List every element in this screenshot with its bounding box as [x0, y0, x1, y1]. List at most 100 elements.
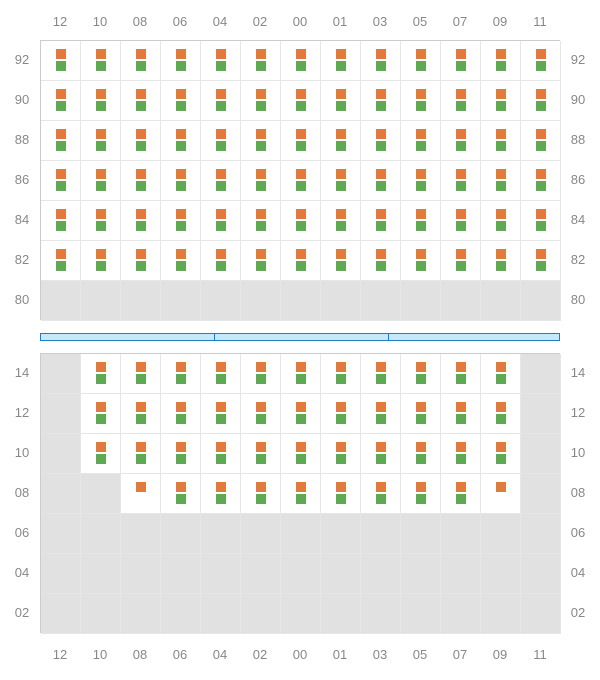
grid-cell[interactable] [281, 281, 321, 321]
grid-cell[interactable] [441, 594, 481, 634]
grid-cell[interactable] [321, 594, 361, 634]
grid-cell[interactable] [441, 41, 481, 81]
grid-cell[interactable] [521, 354, 561, 394]
grid-cell[interactable] [161, 434, 201, 474]
grid-cell[interactable] [481, 81, 521, 121]
grid-cell[interactable] [81, 594, 121, 634]
grid-cell[interactable] [81, 241, 121, 281]
grid-cell[interactable] [521, 514, 561, 554]
grid-cell[interactable] [41, 594, 81, 634]
grid-cell[interactable] [121, 41, 161, 81]
grid-cell[interactable] [521, 41, 561, 81]
grid-cell[interactable] [241, 594, 281, 634]
grid-cell[interactable] [201, 161, 241, 201]
grid-cell[interactable] [401, 281, 441, 321]
grid-cell[interactable] [41, 201, 81, 241]
grid-cell[interactable] [441, 434, 481, 474]
grid-cell[interactable] [161, 354, 201, 394]
grid-cell[interactable] [81, 121, 121, 161]
grid-cell[interactable] [321, 281, 361, 321]
grid-cell[interactable] [481, 241, 521, 281]
grid-cell[interactable] [81, 434, 121, 474]
grid-cell[interactable] [441, 121, 481, 161]
grid-cell[interactable] [481, 354, 521, 394]
grid-cell[interactable] [201, 201, 241, 241]
grid-cell[interactable] [241, 354, 281, 394]
grid-cell[interactable] [441, 354, 481, 394]
grid-cell[interactable] [321, 354, 361, 394]
grid-cell[interactable] [281, 514, 321, 554]
grid-cell[interactable] [81, 394, 121, 434]
grid-cell[interactable] [161, 81, 201, 121]
grid-cell[interactable] [361, 241, 401, 281]
grid-cell[interactable] [41, 394, 81, 434]
grid-cell[interactable] [521, 474, 561, 514]
grid-cell[interactable] [321, 434, 361, 474]
grid-cell[interactable] [121, 434, 161, 474]
grid-cell[interactable] [201, 434, 241, 474]
grid-cell[interactable] [321, 394, 361, 434]
grid-cell[interactable] [361, 394, 401, 434]
grid-cell[interactable] [361, 434, 401, 474]
grid-cell[interactable] [361, 281, 401, 321]
grid-cell[interactable] [481, 474, 521, 514]
grid-cell[interactable] [321, 81, 361, 121]
grid-cell[interactable] [201, 474, 241, 514]
grid-cell[interactable] [481, 121, 521, 161]
grid-cell[interactable] [121, 161, 161, 201]
grid-cell[interactable] [281, 161, 321, 201]
grid-cell[interactable] [321, 554, 361, 594]
grid-cell[interactable] [201, 554, 241, 594]
grid-cell[interactable] [361, 81, 401, 121]
grid-cell[interactable] [521, 121, 561, 161]
grid-cell[interactable] [121, 281, 161, 321]
grid-cell[interactable] [401, 594, 441, 634]
grid-cell[interactable] [481, 394, 521, 434]
grid-cell[interactable] [201, 354, 241, 394]
grid-cell[interactable] [441, 161, 481, 201]
grid-cell[interactable] [41, 281, 81, 321]
grid-cell[interactable] [441, 554, 481, 594]
grid-cell[interactable] [361, 594, 401, 634]
grid-cell[interactable] [241, 241, 281, 281]
grid-cell[interactable] [41, 354, 81, 394]
grid-cell[interactable] [521, 434, 561, 474]
grid-cell[interactable] [161, 41, 201, 81]
grid-cell[interactable] [281, 354, 321, 394]
grid-cell[interactable] [401, 41, 441, 81]
grid-cell[interactable] [401, 394, 441, 434]
grid-cell[interactable] [401, 201, 441, 241]
grid-cell[interactable] [401, 161, 441, 201]
grid-cell[interactable] [521, 281, 561, 321]
grid-cell[interactable] [241, 434, 281, 474]
grid-cell[interactable] [361, 41, 401, 81]
grid-cell[interactable] [281, 81, 321, 121]
grid-cell[interactable] [361, 201, 401, 241]
grid-cell[interactable] [281, 394, 321, 434]
grid-cell[interactable] [281, 121, 321, 161]
grid-cell[interactable] [521, 201, 561, 241]
grid-cell[interactable] [441, 514, 481, 554]
grid-cell[interactable] [41, 554, 81, 594]
grid-cell[interactable] [401, 241, 441, 281]
grid-cell[interactable] [441, 394, 481, 434]
grid-cell[interactable] [401, 121, 441, 161]
grid-cell[interactable] [81, 41, 121, 81]
grid-cell[interactable] [41, 41, 81, 81]
grid-cell[interactable] [481, 434, 521, 474]
grid-cell[interactable] [521, 394, 561, 434]
grid-cell[interactable] [321, 121, 361, 161]
grid-cell[interactable] [321, 201, 361, 241]
grid-cell[interactable] [441, 201, 481, 241]
grid-cell[interactable] [241, 281, 281, 321]
grid-cell[interactable] [321, 514, 361, 554]
grid-cell[interactable] [241, 201, 281, 241]
grid-cell[interactable] [481, 594, 521, 634]
grid-cell[interactable] [121, 394, 161, 434]
grid-cell[interactable] [201, 241, 241, 281]
grid-cell[interactable] [161, 281, 201, 321]
grid-cell[interactable] [281, 434, 321, 474]
grid-cell[interactable] [321, 41, 361, 81]
grid-cell[interactable] [201, 394, 241, 434]
grid-cell[interactable] [281, 201, 321, 241]
